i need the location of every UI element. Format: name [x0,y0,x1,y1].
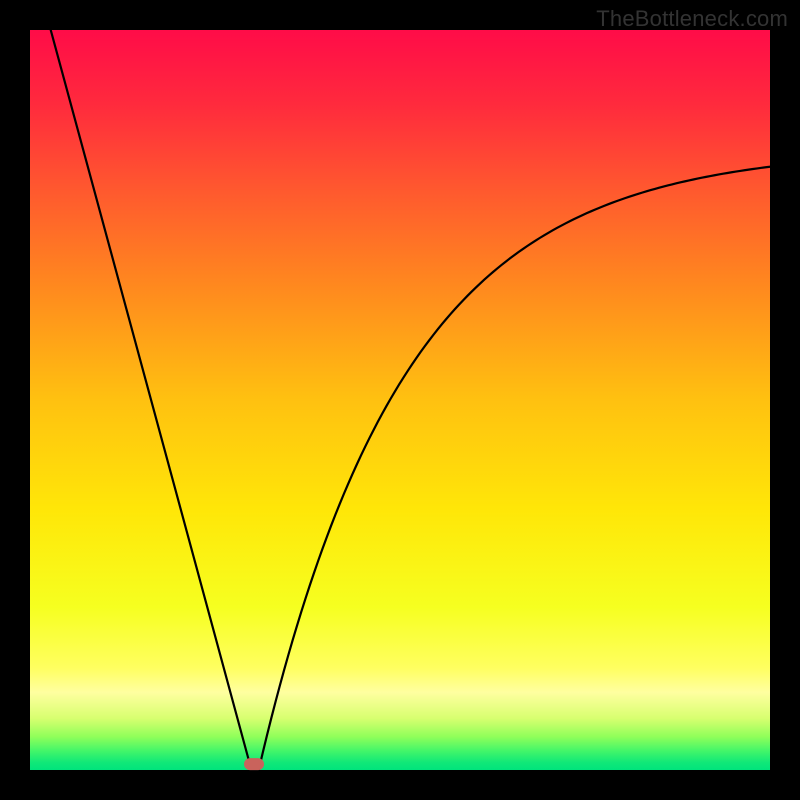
watermark-text: TheBottleneck.com [596,6,788,32]
plot-area [30,30,770,770]
chart-frame: TheBottleneck.com [0,0,800,800]
optimum-marker [244,758,264,770]
chart-svg [30,30,770,770]
bottleneck-curve [51,30,770,770]
